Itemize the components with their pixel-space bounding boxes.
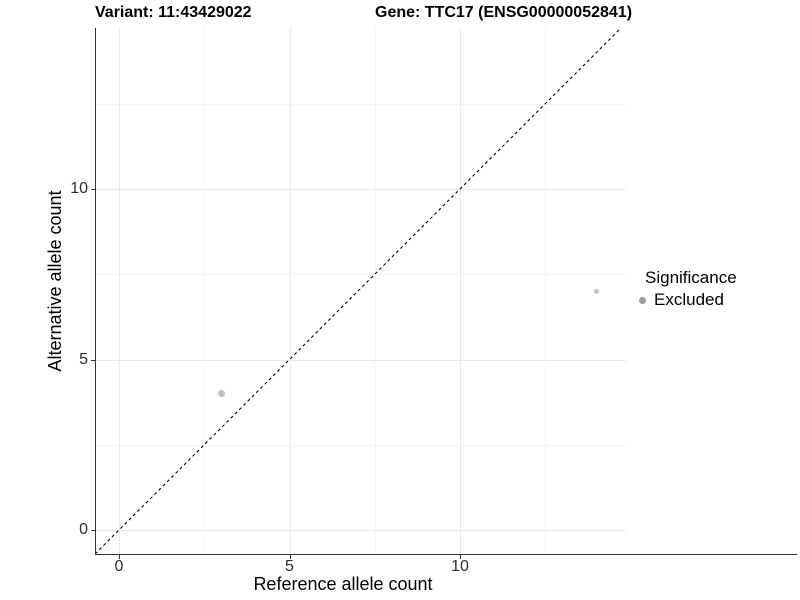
identity-line [96,28,622,554]
x-minor-gridline [545,28,547,554]
x-tick-label: 5 [285,558,294,575]
legend-entry: Excluded [639,290,737,310]
x-axis-title: Reference allele count [253,574,433,594]
y-axis-line [95,28,96,555]
x-minor-gridline [204,28,206,554]
plot-panel [96,28,626,554]
gene-title: Gene: TTC17 (ENSG00000052841) [375,4,633,21]
y-axis-tick [91,359,95,361]
y-tick-label: 0 [79,521,88,538]
x-tick-label: 0 [114,558,124,575]
y-minor-gridline [96,444,626,446]
y-major-gridline [96,359,626,361]
y-major-gridline [96,189,626,190]
legend: Significance Excluded [639,268,737,310]
legend-key-dot [639,296,646,304]
legend-entries: Excluded [639,290,737,310]
y-axis-tick [91,530,95,531]
data-point [218,390,225,397]
data-point [593,288,599,294]
x-major-gridline [289,28,291,554]
y-major-gridline [96,530,626,531]
x-minor-gridline [374,28,376,554]
x-axis-line [95,554,797,555]
y-minor-gridline [96,274,626,276]
x-axis-tick [289,555,291,559]
y-axis-title: Alternative allele count [45,190,65,372]
x-major-gridline [460,28,461,554]
y-tick-label: 10 [70,180,88,197]
x-tick-label: 10 [451,558,469,575]
x-axis-tick [460,555,461,559]
legend-title: Significance [645,268,737,287]
y-minor-gridline [96,103,626,105]
y-axis-tick [91,189,95,190]
y-tick-label: 5 [79,350,88,368]
legend-entry-label: Excluded [654,290,724,309]
x-major-gridline [119,28,120,554]
variant-title: Variant: 11:43429022 [95,4,252,21]
x-axis-tick [119,555,120,559]
